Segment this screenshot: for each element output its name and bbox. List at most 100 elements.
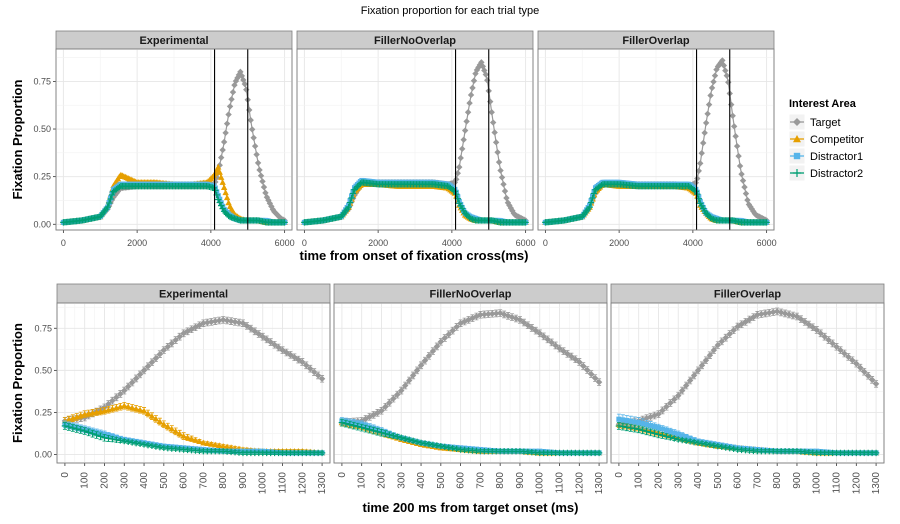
data-point-target bbox=[758, 310, 765, 318]
data-point-distractor1 bbox=[651, 424, 658, 430]
data-point-distractor2 bbox=[342, 420, 350, 427]
data-point-target bbox=[817, 330, 824, 337]
data-point-target bbox=[552, 342, 559, 349]
data-point-distractor1 bbox=[675, 431, 681, 437]
data-point-target bbox=[470, 77, 478, 84]
data-point-competitor bbox=[180, 432, 187, 439]
data-point-distractor2 bbox=[763, 219, 770, 226]
data-point-target bbox=[690, 372, 698, 379]
data-point-distractor2 bbox=[433, 442, 441, 449]
data-point-distractor2 bbox=[366, 426, 373, 433]
x-tick-label: 200 bbox=[376, 472, 387, 489]
data-point-distractor2 bbox=[77, 426, 84, 434]
data-point-target bbox=[231, 318, 239, 326]
x-tick-label: 700 bbox=[475, 472, 486, 489]
data-point-distractor2 bbox=[378, 429, 385, 436]
data-point-target bbox=[643, 415, 650, 422]
data-point-distractor2 bbox=[220, 208, 228, 215]
data-point-target bbox=[466, 99, 473, 107]
data-point-target bbox=[402, 382, 409, 389]
data-point-distractor2 bbox=[121, 437, 128, 445]
x-tick-label: 1200 bbox=[851, 472, 862, 495]
data-point-distractor1 bbox=[655, 425, 662, 431]
data-point-target bbox=[773, 308, 781, 315]
data-point-competitor bbox=[128, 404, 136, 411]
data-point-distractor1 bbox=[659, 426, 665, 432]
data-point-target bbox=[587, 370, 595, 378]
x-tick-label: 900 bbox=[515, 472, 526, 489]
data-point-distractor2 bbox=[346, 199, 354, 206]
data-point-target bbox=[254, 159, 262, 167]
data-point-target bbox=[125, 383, 132, 390]
data-point-distractor2 bbox=[671, 435, 678, 442]
legend-key-target bbox=[788, 113, 806, 131]
data-point-distractor2 bbox=[714, 442, 722, 450]
data-point-target bbox=[694, 175, 701, 182]
x-tick-label: 600 bbox=[179, 472, 190, 489]
data-point-target bbox=[235, 319, 243, 326]
data-point-distractor2 bbox=[398, 434, 405, 441]
x-tick-label: 700 bbox=[752, 472, 763, 489]
data-point-distractor2 bbox=[417, 439, 425, 446]
bottom-facet-filleroverlap: FillerOverlap 0 100 200 300 400 500 600 700 800 90… bbox=[610, 283, 885, 495]
data-point-distractor1 bbox=[632, 419, 638, 425]
data-point-target bbox=[722, 334, 729, 341]
data-point-distractor2 bbox=[156, 443, 164, 451]
top-facet-filleroverlap: FillerOverlap 0 2000 4000 6000 bbox=[537, 30, 777, 248]
data-point-distractor1 bbox=[683, 434, 689, 440]
series-target bbox=[61, 316, 326, 425]
data-point-target bbox=[726, 330, 733, 338]
data-point-distractor2 bbox=[698, 440, 706, 447]
legend-label-target: Target bbox=[810, 117, 841, 129]
x-tick-label: 300 bbox=[396, 472, 407, 489]
data-point-distractor2 bbox=[704, 211, 711, 218]
data-point-competitor bbox=[223, 443, 231, 450]
data-point-target bbox=[762, 310, 769, 317]
data-point-target bbox=[227, 317, 235, 325]
data-point-distractor2 bbox=[659, 432, 666, 439]
data-point-target bbox=[485, 310, 492, 318]
x-tick-label: 2000 bbox=[368, 238, 388, 248]
data-point-target bbox=[237, 68, 244, 76]
data-point-target bbox=[459, 145, 466, 153]
data-point-competitor bbox=[204, 440, 211, 447]
data-point-target bbox=[425, 352, 433, 360]
x-tick-label: 1200 bbox=[297, 472, 308, 495]
data-point-distractor2 bbox=[453, 445, 460, 453]
data-point-target bbox=[117, 390, 124, 398]
data-point-distractor2 bbox=[117, 437, 124, 444]
data-point-distractor2 bbox=[81, 427, 88, 435]
x-tick-label: 1000 bbox=[258, 472, 269, 495]
data-point-target bbox=[454, 170, 461, 177]
data-point-competitor bbox=[227, 444, 235, 451]
data-point-target bbox=[413, 367, 421, 374]
data-point-distractor2 bbox=[382, 430, 389, 437]
data-point-target bbox=[429, 347, 437, 355]
data-point-distractor1 bbox=[648, 423, 654, 429]
data-point-competitor bbox=[216, 442, 223, 449]
gridlines bbox=[538, 49, 774, 230]
data-point-target bbox=[861, 368, 868, 375]
data-point-target bbox=[710, 78, 717, 85]
data-point-distractor2 bbox=[345, 203, 352, 211]
data-point-competitor bbox=[156, 418, 164, 425]
legend-symbol-competitor bbox=[793, 135, 801, 143]
data-point-target bbox=[229, 88, 237, 96]
x-tick-label: 0 bbox=[302, 238, 307, 248]
data-point-target bbox=[868, 376, 876, 383]
top-facet-experimental: Experimental 0 2000 4000 6000 bbox=[55, 30, 295, 248]
data-point-distractor2 bbox=[635, 426, 642, 433]
data-point-distractor2 bbox=[413, 438, 421, 445]
x-tick-label: 2000 bbox=[127, 238, 147, 248]
data-point-target bbox=[259, 178, 266, 185]
data-point-distractor2 bbox=[73, 425, 80, 433]
data-point-target bbox=[478, 59, 485, 66]
x-tick-label: 600 bbox=[456, 472, 467, 489]
data-point-target bbox=[663, 403, 670, 410]
data-point-target bbox=[184, 328, 191, 335]
facet-strip-label: FillerOverlap bbox=[714, 289, 782, 301]
facet-strip-label: FillerNoOverlap bbox=[430, 289, 512, 301]
data-point-target bbox=[736, 162, 744, 170]
top-y-tick-label: 0.75 bbox=[33, 76, 51, 86]
data-point-target bbox=[745, 201, 753, 208]
